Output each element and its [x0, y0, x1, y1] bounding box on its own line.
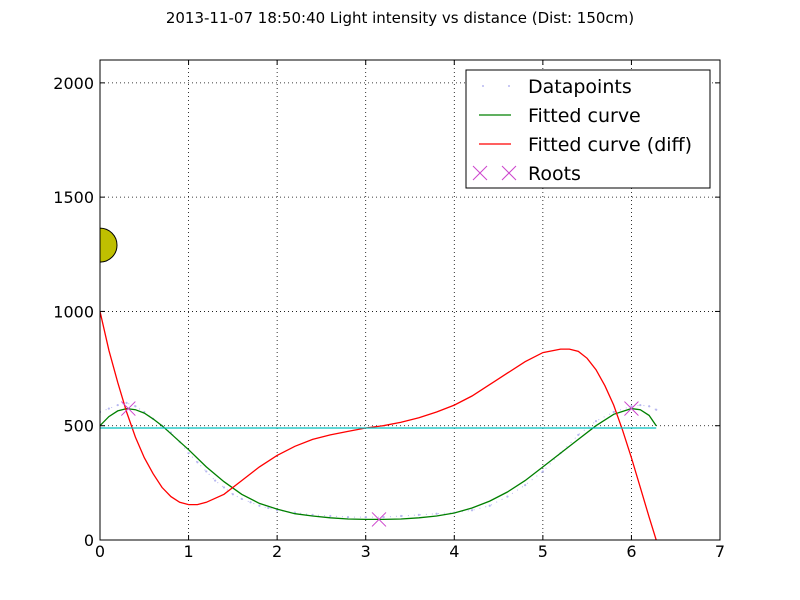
datapoint [107, 407, 110, 410]
position-marker [100, 227, 118, 263]
legend-label: Fitted curve (diff) [528, 134, 692, 156]
legend-swatch-datapoints [508, 85, 510, 87]
legend-label: Fitted curve [528, 105, 641, 127]
x-tick-label: 5 [538, 542, 548, 561]
y-tick-label: 2000 [53, 74, 94, 93]
datapoint [488, 504, 491, 507]
x-tick-label: 2 [272, 542, 282, 561]
legend-swatch-datapoints [482, 85, 484, 87]
datapoint [577, 433, 580, 436]
datapoint [205, 470, 208, 473]
datapoint [435, 512, 438, 515]
root-marker [371, 512, 387, 527]
legend-label: Datapoints [528, 76, 632, 98]
legend: Datapoints Fitted curve Fitted curve (diff… [465, 69, 711, 189]
legend-swatch-roots [501, 165, 517, 181]
x-tick-label: 1 [183, 542, 193, 561]
legend-label: Roots [528, 163, 581, 185]
datapoint [524, 484, 527, 487]
legend-swatch-roots [472, 165, 488, 181]
series-group [100, 311, 658, 540]
y-tick-label: 0 [84, 531, 94, 550]
y-tick-label: 500 [63, 417, 94, 436]
plot-frame [99, 59, 721, 541]
x-tick-label: 4 [449, 542, 459, 561]
x-tick-label: 3 [361, 542, 371, 561]
x-tick-label: 6 [626, 542, 636, 561]
fitted-diff-curve-line [100, 311, 657, 540]
legend-box [465, 69, 711, 189]
root-marker [120, 401, 136, 416]
plot-area [100, 227, 658, 540]
datapoint [125, 401, 128, 404]
x-tick-label: 7 [715, 542, 725, 561]
datapoint [222, 486, 226, 489]
axis-ticks: 0 1 2 3 4 5 6 7 0 500 1000 1500 2000 [53, 60, 725, 561]
datapoint [364, 516, 367, 519]
root-marker [624, 401, 639, 416]
datapoint [400, 514, 403, 518]
y-tick-label: 1500 [53, 188, 94, 207]
datapoint [249, 501, 252, 504]
datapoint [214, 479, 217, 482]
x-tick-label: 0 [95, 542, 105, 561]
position-marker-dot [100, 227, 118, 263]
datapoint [267, 506, 270, 510]
datapoint [541, 470, 544, 473]
datapoint [612, 410, 615, 414]
y-tick-label: 1000 [53, 302, 94, 321]
chart-title: 2013-11-07 18:50:40 Light intensity vs d… [166, 9, 634, 27]
datapoint [594, 420, 598, 423]
fitted-curve-line [100, 407, 657, 521]
datapoint [639, 404, 642, 407]
datapoint [470, 509, 474, 512]
datapoint [417, 513, 420, 516]
